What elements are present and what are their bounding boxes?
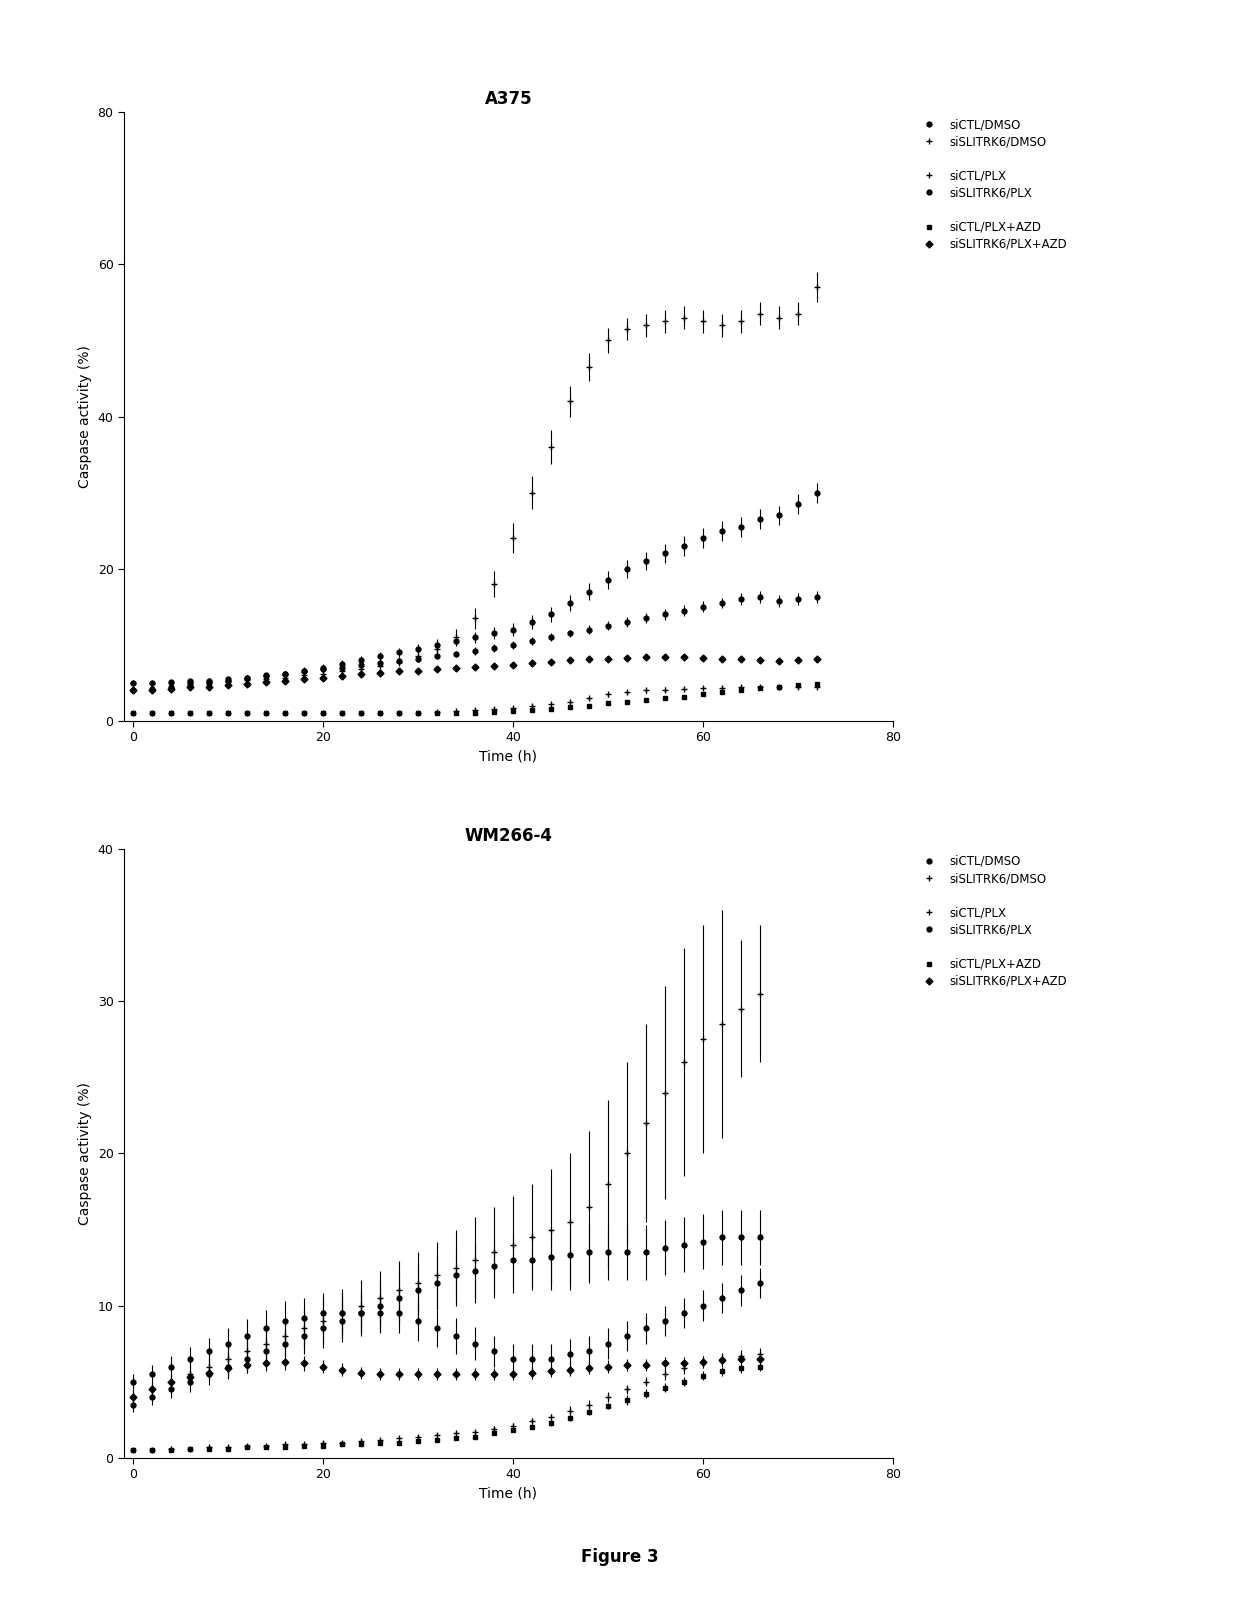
Title: WM266-4: WM266-4 <box>465 827 552 844</box>
Y-axis label: Caspase activity (%): Caspase activity (%) <box>78 344 92 489</box>
Title: A375: A375 <box>485 90 532 107</box>
X-axis label: Time (h): Time (h) <box>480 1487 537 1501</box>
Legend: siCTL/DMSO, siSLITRK6/DMSO, , siCTL/PLX, siSLITRK6/PLX, , siCTL/PLX+AZD, siSLITR: siCTL/DMSO, siSLITRK6/DMSO, , siCTL/PLX,… <box>914 855 1068 988</box>
Y-axis label: Caspase activity (%): Caspase activity (%) <box>78 1081 92 1226</box>
Legend: siCTL/DMSO, siSLITRK6/DMSO, , siCTL/PLX, siSLITRK6/PLX, , siCTL/PLX+AZD, siSLITR: siCTL/DMSO, siSLITRK6/DMSO, , siCTL/PLX,… <box>914 119 1068 252</box>
Text: Figure 3: Figure 3 <box>582 1548 658 1565</box>
X-axis label: Time (h): Time (h) <box>480 750 537 764</box>
